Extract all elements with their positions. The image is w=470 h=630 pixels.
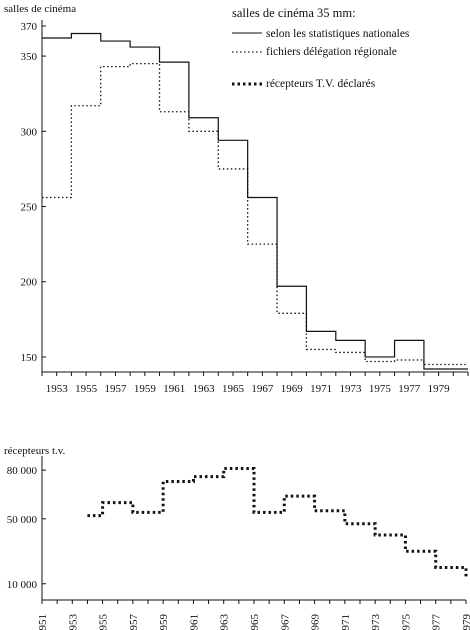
x-tick-label: 1953: [46, 383, 69, 395]
x-tick-label: 1957: [104, 383, 127, 395]
x-tick-label: 1967: [279, 614, 291, 630]
x-tick-label: 1955: [98, 614, 110, 630]
x-tick-label: 1969: [281, 383, 304, 395]
y-tick-label: 50 000: [7, 514, 38, 526]
series-line-1: [42, 62, 468, 366]
x-tick-label: 1975: [369, 383, 392, 395]
top-ticks: 370 350 300 250 200 150 1953 1955 1957 1959 1961 19…: [21, 21, 469, 395]
x-tick-label: 1979: [428, 383, 451, 395]
top-y-axis-label: salles de cinéma: [4, 3, 76, 15]
legend-label-national: selon les statistiques nationales: [266, 28, 410, 40]
x-tick-label: 1961: [163, 383, 185, 395]
x-tick-label: 1951: [37, 614, 49, 630]
y-tick-label: 300: [21, 126, 38, 138]
x-tick-label: 1959: [134, 383, 157, 395]
bottom-y-axis-label: récepteurs t.v.: [4, 445, 66, 457]
x-tick-label: 1965: [222, 383, 245, 395]
x-tick-label: 1975: [400, 614, 412, 630]
top-legend: salles de cinéma 35 mm: selon les statis…: [232, 6, 410, 90]
x-tick-label: 1957: [128, 614, 140, 630]
x-tick-label: 1953: [67, 614, 79, 630]
y-tick-label: 150: [21, 352, 38, 364]
x-tick-label: 1965: [249, 614, 261, 630]
bottom-series: [87, 466, 468, 579]
x-tick-label: 1971: [340, 614, 352, 630]
y-tick-label: 350: [21, 51, 38, 63]
top-chart: salles de cinéma 370 350 300 250 200 150 1953 1…: [4, 3, 469, 395]
top-series: [42, 32, 468, 370]
legend-title: salles de cinéma 35 mm:: [232, 6, 356, 20]
x-tick-label: 1979: [461, 614, 470, 630]
x-tick-label: 1973: [370, 614, 382, 630]
x-tick-label: 1977: [431, 614, 443, 630]
x-tick-label: 1963: [193, 383, 216, 395]
x-tick-label: 1977: [398, 383, 421, 395]
x-tick-label: 1959: [158, 614, 170, 630]
x-tick-label: 1969: [310, 614, 322, 630]
x-tick-label: 1967: [251, 383, 274, 395]
y-tick-label: 10 000: [7, 579, 38, 591]
y-tick-label: 200: [21, 277, 38, 289]
series-line-0: [87, 466, 468, 579]
x-tick-label: 1955: [75, 383, 98, 395]
bottom-ticks: 80 000 50 000 10 000 1951 1953 1955 1957 1959 19…: [7, 465, 470, 630]
x-tick-label: 1973: [339, 383, 362, 395]
y-tick-label: 250: [21, 202, 38, 214]
legend-label-regional: fichiers délégation régionale: [266, 46, 397, 58]
y-tick-label: 370: [21, 21, 38, 33]
legend-label-tv: récepteurs T.V. déclarés: [266, 78, 376, 90]
x-tick-label: 1961: [188, 614, 200, 630]
bottom-chart: récepteurs t.v. 80 000 50 000 10 000 1951 19…: [4, 445, 470, 630]
top-axes: [41, 20, 468, 373]
x-tick-label: 1971: [310, 383, 332, 395]
x-tick-label: 1963: [219, 614, 231, 630]
y-tick-label: 80 000: [7, 465, 38, 477]
